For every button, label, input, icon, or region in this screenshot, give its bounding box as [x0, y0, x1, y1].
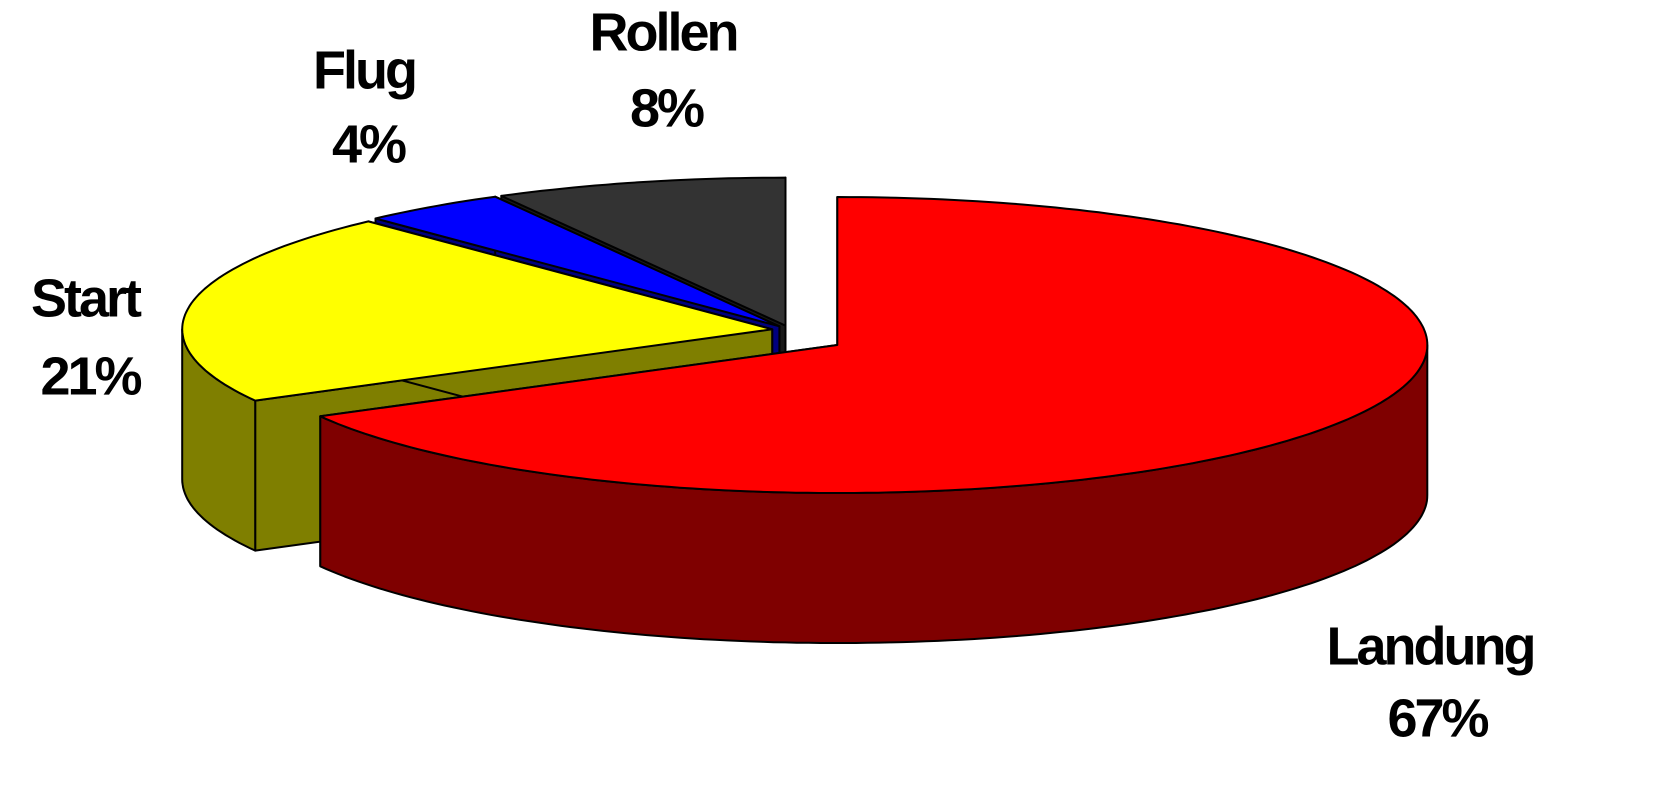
slice	[319, 196, 1429, 494]
slice-value-label: 4%	[332, 114, 406, 174]
slice-label: Start	[31, 268, 142, 328]
slice-label: Rollen	[589, 2, 736, 62]
pie	[181, 176, 1429, 644]
slice-value-label: 67%	[1387, 688, 1488, 748]
slice	[374, 195, 781, 328]
slice-value-label: 21%	[40, 346, 141, 406]
slice-label: Landung	[1327, 616, 1534, 676]
slice-value-label: 8%	[630, 78, 704, 138]
slice	[500, 176, 787, 327]
slice-label: Flug	[313, 40, 415, 100]
slice	[181, 220, 774, 402]
